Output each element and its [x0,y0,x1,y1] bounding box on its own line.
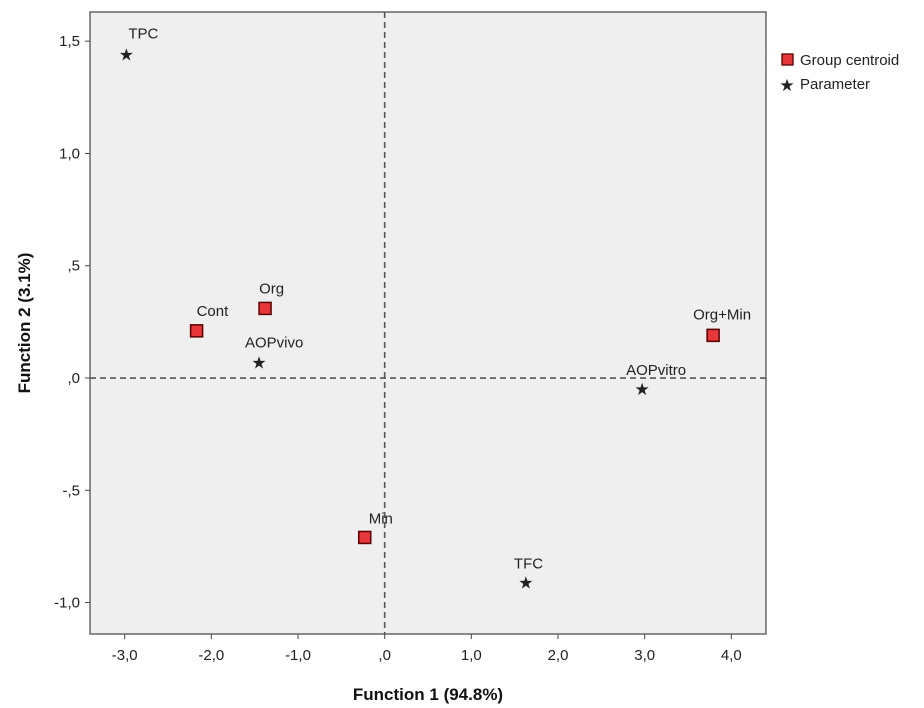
point-label: Min [369,510,393,527]
point-label: AOPvivo [245,334,303,351]
y-tick-label: -,5 [62,482,80,499]
point-label: AOPvitro [626,362,686,379]
group-centroid-marker [357,530,372,545]
y-tick-label: ,5 [67,258,80,275]
legend-entry-label: Parameter [800,76,870,93]
parameter-star-marker: ★ [251,353,266,373]
legend-square-icon [781,53,794,66]
y-tick-label: -1,0 [54,595,80,612]
x-tick-label: -2,0 [198,647,224,664]
parameter-star-marker: ★ [518,573,533,593]
reference-lines [90,12,766,634]
x-tick-label: 4,0 [721,647,742,664]
group-centroid-marker [189,324,204,338]
legend: Group centroid ★ Parameter [779,52,899,96]
plot-area [89,11,767,635]
x-tick-label: -3,0 [112,647,138,664]
parameter-star-marker: ★ [634,380,649,400]
x-tick-label: 1,0 [461,647,482,664]
point-label: TFC [514,555,543,572]
x-axis-ticks: -3,0 -2,0 -1,0 ,0 1,0 2,0 3,0 4,0 [112,634,742,664]
point-label: TPC [128,26,158,43]
x-tick-label: -1,0 [285,647,311,664]
x-axis-title: Function 1 (94.8%) [353,685,503,704]
x-tick-label: 2,0 [548,647,569,664]
parameter-star-marker: ★ [119,46,134,66]
legend-star-icon: ★ [779,76,794,96]
y-axis-title: Function 2 (3.1%) [15,253,34,394]
y-axis-ticks: 1,5 1,0 ,5 ,0 -,5 -1,0 [54,33,90,612]
y-tick-label: ,0 [67,370,80,387]
y-tick-label: 1,5 [59,33,80,50]
point-label: Org+Min [693,306,751,323]
legend-entry-label: Group centroid [800,52,899,69]
point-label: Org [259,280,284,297]
group-centroid-marker [258,301,272,316]
x-tick-label: ,0 [378,647,391,664]
point-label: Cont [197,303,230,320]
x-tick-label: 3,0 [634,647,655,664]
y-tick-label: 1,0 [59,145,80,162]
group-centroid-marker [706,328,720,343]
